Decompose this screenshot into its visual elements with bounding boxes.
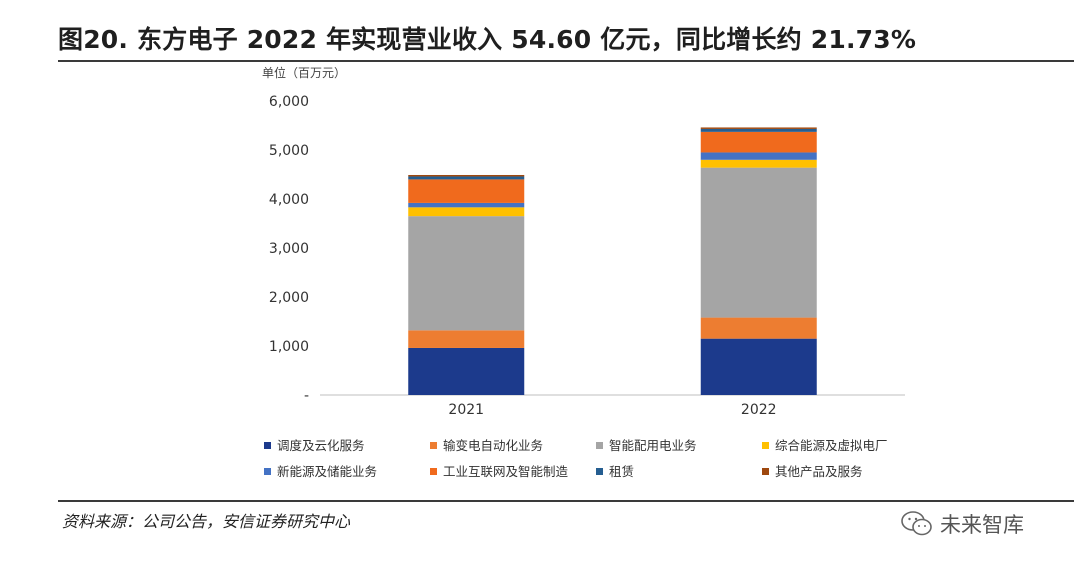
legend-swatch bbox=[762, 468, 769, 475]
bar-segment bbox=[700, 159, 817, 168]
bar-segment bbox=[408, 347, 525, 395]
legend-swatch bbox=[264, 468, 271, 475]
legend-label: 综合能源及虚拟电厂 bbox=[775, 438, 888, 453]
y-tick-label: 6,000 bbox=[269, 94, 309, 110]
bar-segment bbox=[408, 176, 525, 180]
watermark-text: 未来智库 bbox=[940, 513, 1024, 537]
legend-label: 新能源及储能业务 bbox=[277, 464, 377, 479]
y-tick-label: 3,000 bbox=[269, 241, 309, 257]
legend-swatch bbox=[596, 442, 603, 449]
y-tick-label: 1,000 bbox=[269, 339, 309, 355]
bar-segment bbox=[700, 127, 817, 129]
bar-segment bbox=[408, 330, 525, 348]
footer-divider bbox=[58, 500, 1074, 502]
legend-label: 调度及云化服务 bbox=[277, 438, 365, 453]
legend-swatch bbox=[596, 468, 603, 475]
bar-segment bbox=[408, 174, 525, 177]
legend-label: 其他产品及服务 bbox=[775, 464, 863, 479]
wechat-icon bbox=[901, 511, 932, 536]
y-tick-label: 2,000 bbox=[269, 290, 309, 306]
legend-swatch bbox=[264, 442, 271, 449]
legend-swatch bbox=[430, 442, 437, 449]
legend-swatch bbox=[762, 442, 769, 449]
bar-segment bbox=[700, 152, 817, 160]
watermark: 未来智库 bbox=[900, 508, 1024, 540]
unit-label: 单位（百万元） bbox=[262, 65, 346, 80]
legend-label: 租赁 bbox=[609, 464, 634, 479]
y-tick-label: 4,000 bbox=[269, 192, 309, 208]
y-tick-label: 5,000 bbox=[269, 143, 309, 159]
bar-segment bbox=[700, 338, 817, 395]
page-title: 图20. 东方电子 2022 年实现营业收入 54.60 亿元，同比增长约 21… bbox=[58, 25, 917, 54]
x-tick-label: 2022 bbox=[741, 402, 777, 418]
legend-label: 工业互联网及智能制造 bbox=[443, 464, 569, 479]
bar-segment bbox=[408, 207, 525, 217]
legend-label: 输变电自动化业务 bbox=[443, 438, 543, 453]
legend-label: 智能配用电业务 bbox=[609, 438, 697, 453]
bar-segment bbox=[408, 179, 525, 203]
revenue-stacked-bar-chart: 单位（百万元） - 1,000 2,000 3,000 4,000 5,000 6,000 20… bbox=[262, 65, 905, 479]
bar-segment bbox=[700, 167, 817, 318]
bar-segment bbox=[700, 131, 817, 153]
bar-segment bbox=[408, 216, 525, 331]
y-tick-label: - bbox=[304, 388, 309, 404]
bar-segment bbox=[700, 317, 817, 339]
legend-swatch bbox=[430, 468, 437, 475]
bar-segment bbox=[408, 202, 525, 208]
source-note: 资料来源：公司公告，安信证券研究中心 bbox=[62, 512, 351, 531]
bar-segment bbox=[700, 128, 817, 132]
x-tick-label: 2021 bbox=[448, 402, 484, 418]
title-divider bbox=[58, 60, 1074, 62]
